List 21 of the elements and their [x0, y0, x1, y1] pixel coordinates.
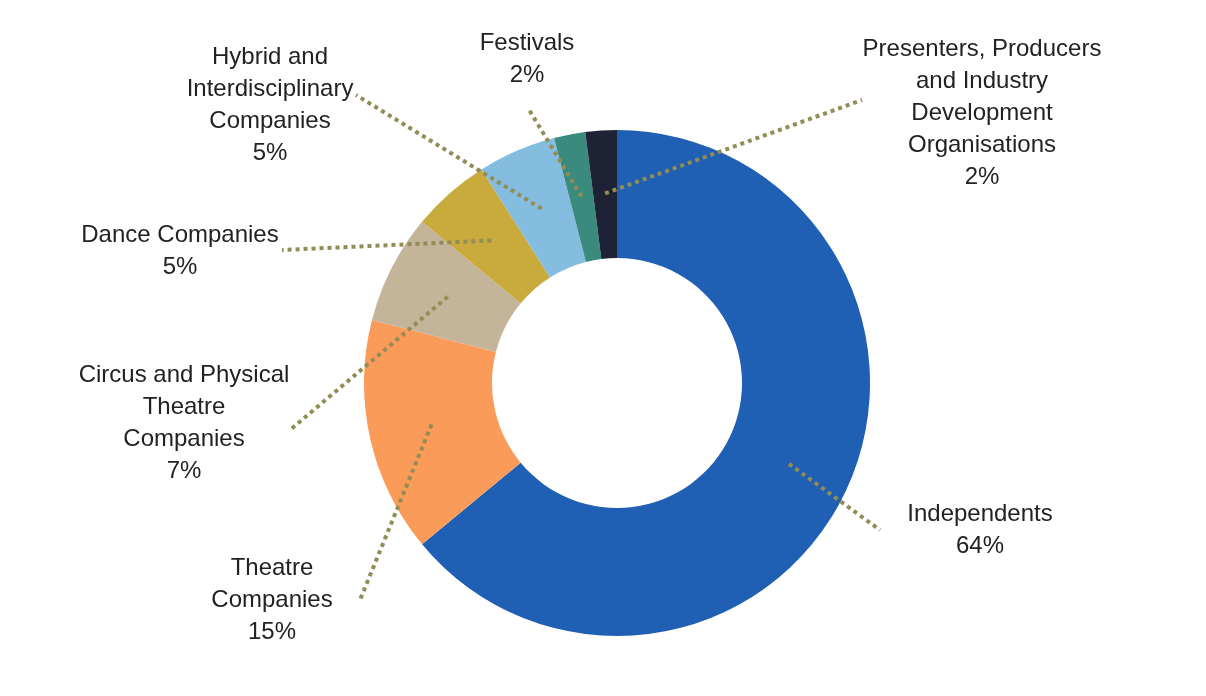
slice-label: Circus and Physical Theatre Companies — [78, 360, 290, 451]
slice-label: Hybrid and Interdisciplinary Companies — [186, 42, 354, 133]
donut-slice — [422, 169, 551, 304]
donut-slice — [371, 221, 521, 352]
data-label: 15% — [247, 617, 297, 644]
data-label: 7% — [166, 456, 202, 483]
data-label: 5% — [252, 138, 288, 165]
donut-slice — [364, 320, 521, 545]
donut-slice — [554, 132, 602, 262]
slice-label: Presenters, Producers and Industry Development Organisations — [862, 34, 1102, 157]
donut-slice — [585, 130, 617, 259]
slice-label: Theatre Companies — [211, 553, 333, 612]
data-label: 2% — [509, 60, 545, 87]
donut-slice — [481, 137, 586, 278]
slice-label: Dance Companies — [81, 220, 279, 247]
data-label: 64% — [955, 531, 1005, 558]
data-label: 5% — [162, 252, 198, 279]
data-label: 2% — [964, 162, 1000, 189]
donut-slice — [422, 130, 870, 636]
slice-label: Festivals — [479, 28, 575, 55]
slice-label: Independents — [907, 499, 1053, 526]
